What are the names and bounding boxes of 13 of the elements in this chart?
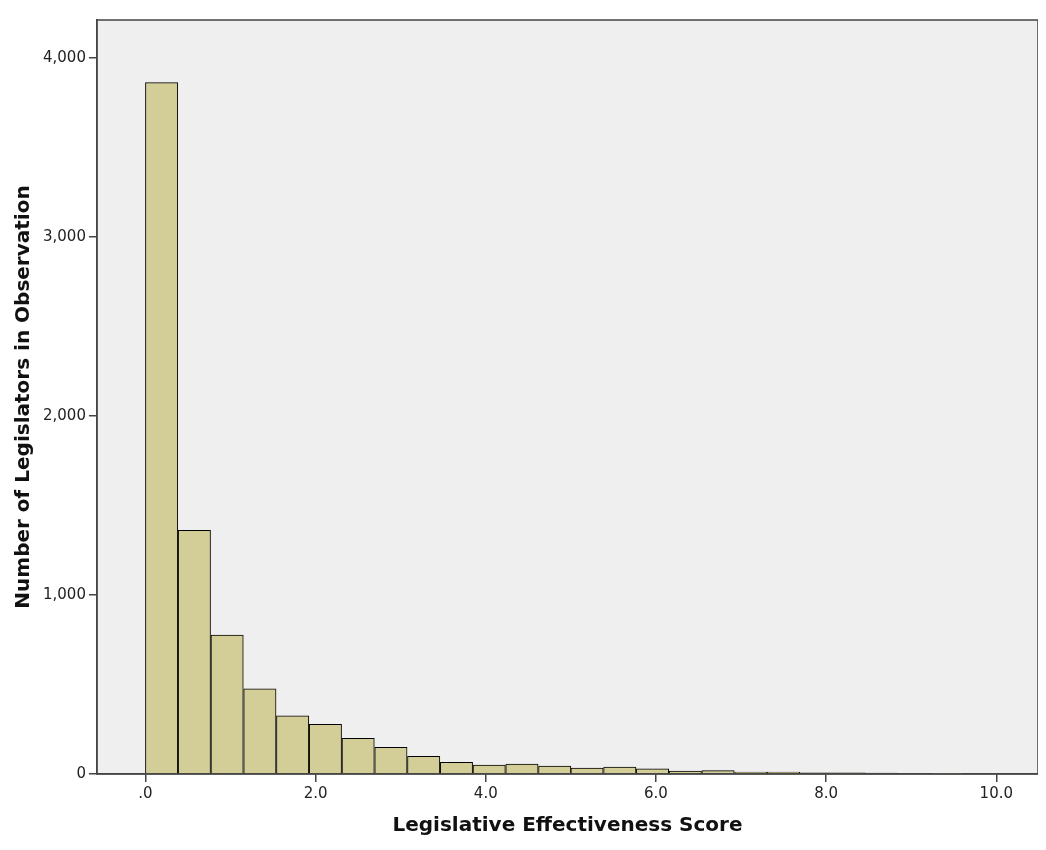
x-tick-label: 2.0 bbox=[303, 783, 328, 802]
y-tick-label: 4,000 bbox=[42, 47, 86, 66]
y-tick-label: 0 bbox=[76, 763, 86, 782]
x-tick-label: 4.0 bbox=[473, 783, 498, 802]
x-tick-label: 8.0 bbox=[814, 783, 839, 802]
y-tick-label: 1,000 bbox=[42, 584, 86, 603]
y-tick-label: 2,000 bbox=[42, 405, 86, 424]
x-tick-label: .0 bbox=[138, 783, 153, 802]
x-axis-title: Legislative Effectiveness Score bbox=[392, 812, 743, 837]
x-tick-label: 10.0 bbox=[979, 783, 1014, 802]
y-axis-title: Number of Legislators in Observation bbox=[10, 185, 35, 609]
y-tick-label: 3,000 bbox=[42, 226, 86, 245]
x-tick-label: 6.0 bbox=[644, 783, 668, 802]
